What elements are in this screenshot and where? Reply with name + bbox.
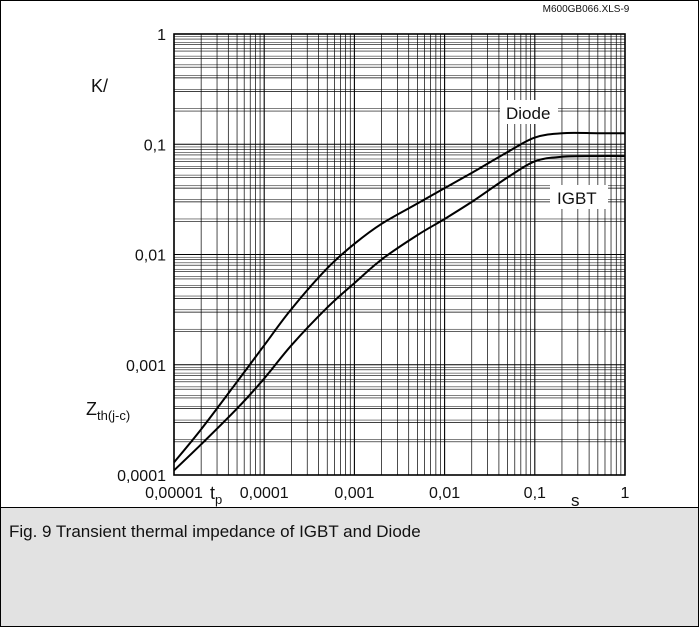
igbt-label-group: IGBT xyxy=(550,185,608,209)
igbt-series-label: IGBT xyxy=(557,189,597,208)
y-tick-label: 0,001 xyxy=(126,358,166,375)
y-tick-label: 0,1 xyxy=(144,137,166,154)
series-line-diode xyxy=(173,131,625,464)
x-tick-label: 0,1 xyxy=(524,485,546,502)
x-unit-label: s xyxy=(571,491,580,507)
y-axis-symbol: Zth(j-c) xyxy=(86,399,130,423)
x-tick-label: 0,01 xyxy=(429,485,460,502)
x-axis-symbol: tp xyxy=(210,483,222,507)
y-tick-label: 0,01 xyxy=(135,248,166,265)
x-tick-label: 0,0001 xyxy=(240,485,289,502)
y-symbol-sub: th(j-c) xyxy=(97,408,130,423)
igbt-label-bg xyxy=(550,185,608,209)
x-tick-label: 0,00001 xyxy=(145,485,203,502)
y-symbol-base: Z xyxy=(86,399,97,419)
x-tick-label: 1 xyxy=(621,485,630,502)
diode-label-group: Diode xyxy=(500,100,558,124)
diode-label-bg xyxy=(500,100,558,124)
x-tick-label: 0,001 xyxy=(334,485,374,502)
y-unit-label: K/ xyxy=(91,76,108,96)
x-symbol-base: t xyxy=(210,483,215,503)
file-tag: M600GB066.XLS-9 xyxy=(543,4,630,15)
series-group xyxy=(173,131,626,472)
caption-panel: Fig. 9 Transient thermal impedance of IG… xyxy=(1,507,698,626)
series-line-igbt xyxy=(173,155,626,472)
y-axis-ticks: 0,0001 0,001 0,01 0,1 1 xyxy=(117,27,166,485)
plot-area xyxy=(173,33,626,476)
grid xyxy=(173,34,625,476)
figure-caption: Fig. 9 Transient thermal impedance of IG… xyxy=(9,522,421,541)
y-tick-label: 0,0001 xyxy=(117,468,166,485)
x-symbol-sub: p xyxy=(215,492,222,507)
y-tick-label: 1 xyxy=(157,27,166,44)
diode-series-label: Diode xyxy=(506,104,550,123)
x-axis-ticks: 0,00001 0,0001 0,001 0,01 0,1 1 xyxy=(145,485,629,502)
